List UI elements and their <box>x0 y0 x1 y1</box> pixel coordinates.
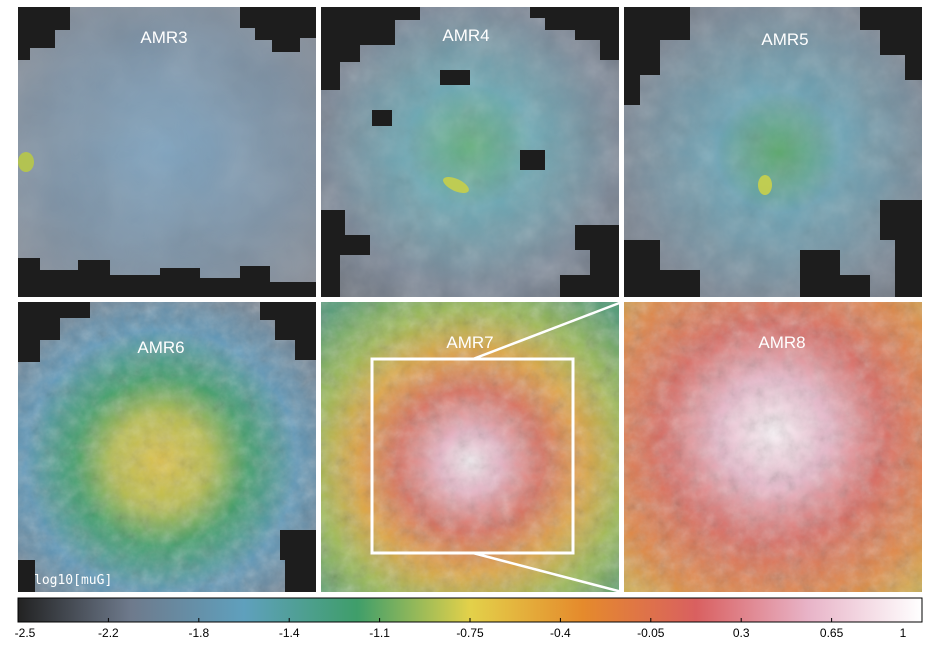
panel-label-amr5: AMR5 <box>761 30 809 49</box>
colorbar-tick-label: -0.4 <box>550 626 571 640</box>
zoom-region-box <box>370 357 575 555</box>
panel-label-amr4: AMR4 <box>442 26 490 45</box>
colorbar-tick-label: -2.5 <box>14 626 36 640</box>
colorbar-tick-label: -1.8 <box>188 626 210 640</box>
colorbar-ticks <box>17 618 923 622</box>
panel-label-amr6: AMR6 <box>137 338 185 357</box>
panel-label-amr7: AMR7 <box>446 333 494 352</box>
units-label: log10[muG] <box>34 573 113 588</box>
void-region <box>624 7 922 297</box>
colorbar-tick-label: -0.75 <box>456 626 484 640</box>
colorbar-tick-label: -2.2 <box>98 626 119 640</box>
panel-amr7 <box>321 302 619 592</box>
panel-amr5 <box>624 7 922 297</box>
zoom-connector-bottom <box>472 551 623 594</box>
void-region <box>321 7 619 297</box>
panel-amr3 <box>18 7 316 297</box>
colorbar-tick-label: -0.05 <box>637 626 665 640</box>
void-region <box>18 7 316 297</box>
zoom-connector-top <box>472 300 623 361</box>
panel-amr4 <box>321 7 619 297</box>
void-region <box>18 302 316 592</box>
colorbar-tick-label: -1.1 <box>369 626 390 640</box>
colorbar-tick-label: 0.65 <box>819 626 844 640</box>
panel-label-amr3: AMR3 <box>140 28 188 47</box>
colorbar-tick-label: 0.3 <box>732 626 750 640</box>
panel-amr8 <box>624 302 922 592</box>
colorbar-tick-label: 1 <box>899 626 907 640</box>
colorbar-tick-label: -1.4 <box>278 626 300 640</box>
panel-label-amr8: AMR8 <box>758 333 806 352</box>
panel-amr6 <box>18 302 316 592</box>
